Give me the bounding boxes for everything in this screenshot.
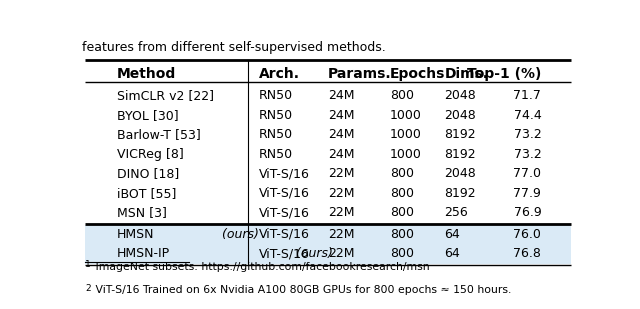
Text: 1000: 1000	[390, 148, 422, 161]
Text: 800: 800	[390, 167, 414, 180]
Text: iBOT [55]: iBOT [55]	[117, 187, 177, 200]
Text: features from different self-supervised methods.: features from different self-supervised …	[83, 41, 386, 54]
Text: 1: 1	[85, 260, 91, 269]
Text: RN50: RN50	[259, 128, 292, 141]
Text: 8192: 8192	[445, 148, 476, 161]
Text: BYOL [30]: BYOL [30]	[117, 109, 179, 122]
Text: 22M: 22M	[328, 247, 355, 260]
Text: 24M: 24M	[328, 128, 355, 141]
Text: 73.2: 73.2	[513, 148, 541, 161]
Text: 2048: 2048	[445, 89, 476, 102]
Text: Params.: Params.	[328, 67, 392, 81]
Bar	[85, 244, 571, 264]
Text: 24M: 24M	[328, 89, 355, 102]
Text: 8192: 8192	[445, 128, 476, 141]
Text: ImageNet subsets: https://github.com/facebookresearch/msn: ImageNet subsets: https://github.com/fac…	[92, 262, 429, 272]
Text: ViT-S/16: ViT-S/16	[259, 187, 309, 200]
Text: RN50: RN50	[259, 148, 292, 161]
Text: RN50: RN50	[259, 89, 292, 102]
Text: 2: 2	[85, 284, 91, 293]
Text: 64: 64	[445, 247, 460, 260]
Text: 76.9: 76.9	[513, 206, 541, 219]
Text: 2048: 2048	[445, 109, 476, 122]
Bar	[85, 225, 571, 244]
Text: 74.4: 74.4	[513, 109, 541, 122]
Text: 71.7: 71.7	[513, 89, 541, 102]
Text: ViT-S/16 Trained on 6x Nvidia A100 80GB GPUs for 800 epochs ≈ 150 hours.: ViT-S/16 Trained on 6x Nvidia A100 80GB …	[92, 286, 511, 295]
Text: 64: 64	[445, 228, 460, 241]
Text: ViT-S/16: ViT-S/16	[259, 167, 309, 180]
Text: 800: 800	[390, 89, 414, 102]
Text: 1000: 1000	[390, 109, 422, 122]
Text: ViT-S/16: ViT-S/16	[259, 247, 309, 260]
Text: 2048: 2048	[445, 167, 476, 180]
Text: 22M: 22M	[328, 228, 355, 241]
Text: 22M: 22M	[328, 187, 355, 200]
Text: HMSN: HMSN	[117, 228, 155, 241]
Text: 800: 800	[390, 187, 414, 200]
Text: 256: 256	[445, 206, 468, 219]
Text: 800: 800	[390, 206, 414, 219]
Text: DINO [18]: DINO [18]	[117, 167, 179, 180]
Text: Dims.: Dims.	[445, 67, 488, 81]
Text: 73.2: 73.2	[513, 128, 541, 141]
Text: (ours): (ours)	[292, 247, 332, 260]
Text: Barlow-T [53]: Barlow-T [53]	[117, 128, 201, 141]
Text: Epochs: Epochs	[390, 67, 445, 81]
Text: 24M: 24M	[328, 109, 355, 122]
Text: HMSN-IP: HMSN-IP	[117, 247, 170, 260]
Text: VICReg [8]: VICReg [8]	[117, 148, 184, 161]
Text: 22M: 22M	[328, 167, 355, 180]
Text: 77.0: 77.0	[513, 167, 541, 180]
Text: 76.8: 76.8	[513, 247, 541, 260]
Text: 8192: 8192	[445, 187, 476, 200]
Text: Method: Method	[117, 67, 177, 81]
Text: 24M: 24M	[328, 148, 355, 161]
Text: 1000: 1000	[390, 128, 422, 141]
Text: 800: 800	[390, 247, 414, 260]
Text: MSN [3]: MSN [3]	[117, 206, 167, 219]
Text: Arch.: Arch.	[259, 67, 300, 81]
Text: 22M: 22M	[328, 206, 355, 219]
Text: SimCLR v2 [22]: SimCLR v2 [22]	[117, 89, 214, 102]
Text: 800: 800	[390, 228, 414, 241]
Text: ViT-S/16: ViT-S/16	[259, 228, 309, 241]
Text: (ours): (ours)	[218, 228, 259, 241]
Text: 77.9: 77.9	[513, 187, 541, 200]
Text: 76.0: 76.0	[513, 228, 541, 241]
Text: Top-1 (%): Top-1 (%)	[467, 67, 541, 81]
Text: RN50: RN50	[259, 109, 292, 122]
Text: ViT-S/16: ViT-S/16	[259, 206, 309, 219]
